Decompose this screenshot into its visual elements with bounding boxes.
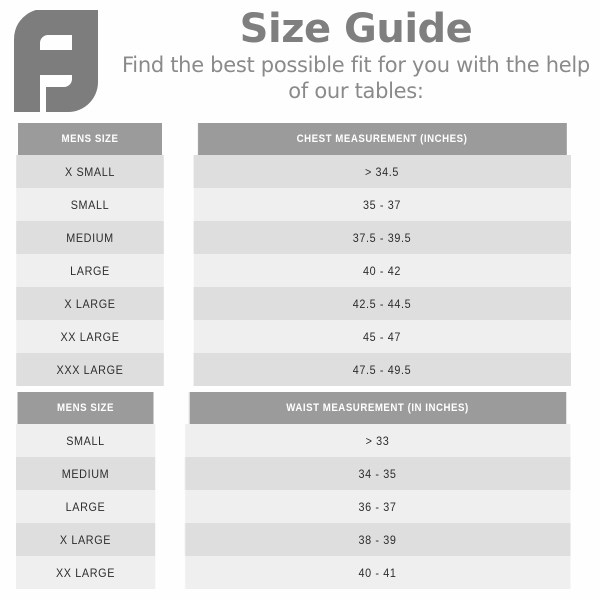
table-row: MEDIUM 34 - 35 [8, 457, 592, 490]
table-row: LARGE 40 - 42 [8, 254, 592, 287]
cell-measurement: 35 - 37 [193, 188, 571, 221]
table-header-row: MENS SIZE CHEST MEASUREMENT (INCHES) [8, 123, 592, 155]
table-row: LARGE 36 - 37 [8, 490, 592, 523]
table-row: XX LARGE 40 - 41 [8, 556, 592, 589]
cell-size: X LARGE [15, 523, 156, 556]
column-header-mens-size: MENS SIZE [17, 392, 154, 424]
cell-size: MEDIUM [16, 221, 164, 254]
cell-measurement: 34 - 35 [184, 457, 571, 490]
cell-size: X LARGE [16, 287, 164, 320]
page-title: Size Guide [239, 6, 473, 52]
cell-measurement: 40 - 41 [184, 556, 571, 589]
cell-size: X SMALL [16, 155, 164, 188]
cell-measurement: 38 - 39 [184, 523, 571, 556]
cell-size: SMALL [15, 424, 156, 457]
header-text-block: Size Guide Find the best possible fit fo… [118, 6, 600, 104]
table-row: X LARGE 42.5 - 44.5 [8, 287, 592, 320]
chest-table-body: X SMALL > 34.5 SMALL 35 - 37 MEDIUM 37.5… [8, 155, 592, 386]
cell-measurement: 40 - 42 [193, 254, 571, 287]
column-header-waist-measurement: WAIST MEASUREMENT (IN INCHES) [188, 392, 567, 424]
page-header: Size Guide Find the best possible fit fo… [0, 0, 600, 120]
cell-size: XXX LARGE [16, 353, 164, 386]
size-tables-container: MENS SIZE CHEST MEASUREMENT (INCHES) X S… [8, 123, 592, 592]
column-header-mens-size: MENS SIZE [17, 123, 163, 155]
cell-size: LARGE [15, 490, 156, 523]
cell-measurement: 42.5 - 44.5 [193, 287, 571, 320]
table-row: X SMALL > 34.5 [8, 155, 592, 188]
chest-size-table: MENS SIZE CHEST MEASUREMENT (INCHES) X S… [8, 123, 592, 386]
cell-measurement: 36 - 37 [184, 490, 571, 523]
table-row: MEDIUM 37.5 - 39.5 [8, 221, 592, 254]
chest-table-header: MENS SIZE CHEST MEASUREMENT (INCHES) [8, 123, 592, 155]
cell-measurement: > 33 [184, 424, 571, 457]
table-row: XXX LARGE 47.5 - 49.5 [8, 353, 592, 386]
cell-size: SMALL [16, 188, 164, 221]
fj-logo [13, 10, 98, 112]
column-header-chest-measurement: CHEST MEASUREMENT (INCHES) [197, 123, 567, 155]
cell-size: XX LARGE [15, 556, 156, 589]
table-row: SMALL > 33 [8, 424, 592, 457]
cell-measurement: 37.5 - 39.5 [193, 221, 571, 254]
table-row: XX LARGE 45 - 47 [8, 320, 592, 353]
cell-size: XX LARGE [16, 320, 164, 353]
waist-table-body: SMALL > 33 MEDIUM 34 - 35 LARGE 36 - 37 … [8, 424, 592, 589]
page-subtitle: Find the best possible fit for you with … [122, 53, 590, 103]
cell-measurement: 45 - 47 [193, 320, 571, 353]
table-header-row: MENS SIZE WAIST MEASUREMENT (IN INCHES) [8, 392, 592, 424]
table-row: X LARGE 38 - 39 [8, 523, 592, 556]
cell-measurement: > 34.5 [193, 155, 571, 188]
table-row: SMALL 35 - 37 [8, 188, 592, 221]
cell-measurement: 47.5 - 49.5 [193, 353, 571, 386]
waist-size-table: MENS SIZE WAIST MEASUREMENT (IN INCHES) … [8, 392, 592, 589]
cell-size: LARGE [16, 254, 164, 287]
cell-size: MEDIUM [15, 457, 156, 490]
waist-table-header: MENS SIZE WAIST MEASUREMENT (IN INCHES) [8, 392, 592, 424]
